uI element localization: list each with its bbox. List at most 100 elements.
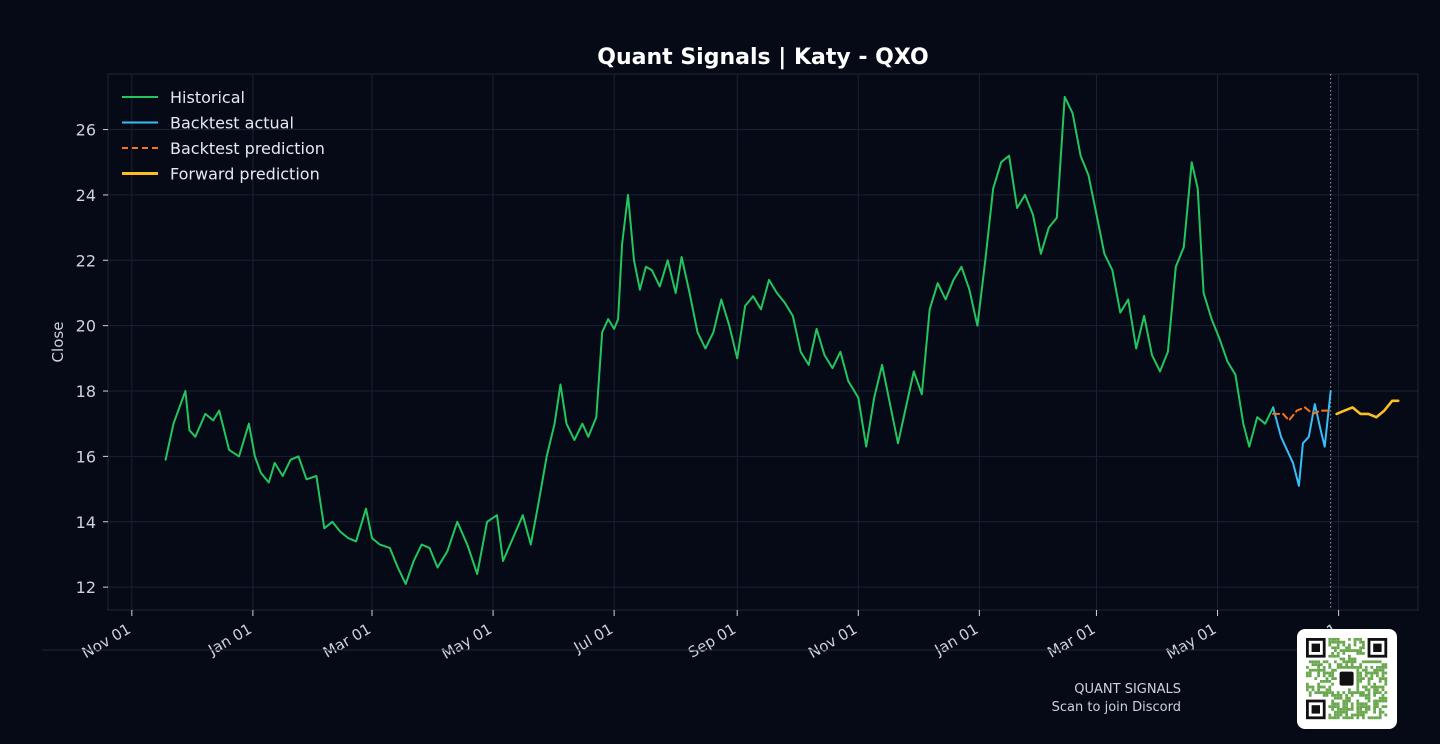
chart-series (164, 95, 1400, 585)
qr-module (1367, 677, 1371, 680)
qr-module (1336, 696, 1340, 700)
qr-module (1353, 660, 1357, 664)
qr-module (1362, 710, 1365, 714)
qr-module (1306, 671, 1309, 675)
qr-module (1384, 699, 1388, 703)
qr-module (1345, 710, 1348, 714)
qr-module (1317, 691, 1320, 694)
qr-module (1342, 705, 1346, 708)
qr-module (1350, 691, 1354, 694)
qr-module (1308, 660, 1312, 664)
qr-module (1376, 685, 1379, 689)
qr-module (1356, 713, 1360, 717)
qr-module (1348, 638, 1351, 641)
qr-module (1334, 702, 1337, 706)
chart-legend: Historical Backtest actual Backtest predic… (122, 88, 325, 184)
qr-module (1339, 666, 1343, 669)
qr-module (1339, 657, 1343, 661)
qr-module (1325, 660, 1329, 664)
qr-module (1331, 702, 1334, 706)
qr-module (1359, 652, 1362, 655)
qr-module (1367, 699, 1371, 703)
qr-module (1308, 674, 1312, 678)
qr-module (1325, 688, 1329, 692)
qr-module (1336, 705, 1340, 708)
qr-module (1328, 705, 1332, 708)
qr-module (1306, 682, 1309, 686)
y-tick-label: 16 (76, 447, 96, 466)
qr-module (1322, 685, 1326, 689)
qr-module (1345, 699, 1348, 703)
qr-module (1373, 660, 1376, 664)
qr-module (1339, 708, 1343, 711)
qr-module (1331, 668, 1334, 672)
qr-module (1345, 702, 1348, 706)
qr-module (1364, 685, 1368, 689)
qr-module (1339, 696, 1343, 700)
qr-module (1342, 691, 1346, 694)
qr-module (1345, 708, 1348, 711)
qr-module (1384, 680, 1388, 683)
qr-module (1370, 685, 1374, 689)
qr-module (1314, 677, 1318, 680)
qr-module (1320, 663, 1323, 666)
x-tick-label: Jan 01 (204, 620, 255, 660)
qr-module (1359, 708, 1362, 711)
qr-module (1356, 682, 1360, 686)
qr-module (1331, 699, 1334, 703)
qr-module (1328, 674, 1332, 678)
qr-module (1353, 713, 1357, 717)
qr-module (1336, 646, 1340, 650)
y-axis: 12 14 16 18 20 22 24 26 (76, 121, 108, 597)
qr-module (1328, 643, 1332, 647)
qr-module (1356, 680, 1360, 683)
qr-module (1362, 694, 1365, 697)
qr-module (1367, 705, 1371, 708)
qr-module (1378, 713, 1382, 717)
qr-module (1334, 660, 1337, 664)
series-forward-prediction (1335, 399, 1400, 419)
qr-module (1308, 668, 1312, 672)
qr-module (1381, 710, 1385, 714)
qr-module (1378, 677, 1382, 680)
qr-module (1384, 696, 1388, 700)
qr-module (1311, 663, 1315, 666)
qr-module (1314, 663, 1318, 666)
qr-module (1384, 682, 1388, 686)
qr-module (1331, 716, 1334, 720)
qr-module (1334, 640, 1337, 644)
qr-module (1328, 680, 1332, 683)
qr-module (1342, 716, 1346, 720)
qr-module (1350, 660, 1354, 664)
qr-module (1350, 705, 1354, 708)
qr-module (1350, 708, 1354, 711)
qr-module (1331, 682, 1334, 686)
qr-module (1356, 685, 1360, 689)
qr-module (1308, 685, 1312, 689)
qr-module (1348, 666, 1351, 669)
qr-module (1356, 702, 1360, 706)
qr-module (1381, 705, 1385, 708)
qr-module (1353, 691, 1357, 694)
qr-module (1342, 649, 1346, 652)
qr-module (1336, 716, 1340, 720)
discord-qr-code-icon[interactable] (1297, 629, 1397, 729)
qr-module (1348, 688, 1351, 692)
qr-module (1320, 668, 1323, 672)
qr-module (1359, 663, 1362, 666)
qr-module (1359, 640, 1362, 644)
chart-title: Quant Signals | Katy - QXO (597, 45, 928, 70)
qr-module (1345, 694, 1348, 697)
qr-module (1356, 666, 1360, 669)
qr-module (1356, 710, 1360, 714)
qr-module (1376, 660, 1379, 664)
legend-label: Historical (170, 88, 245, 107)
qr-module (1336, 638, 1340, 641)
qr-module (1359, 710, 1362, 714)
qr-module (1370, 677, 1374, 680)
qr-module (1373, 699, 1376, 703)
qr-module (1376, 699, 1379, 703)
qr-module (1353, 643, 1357, 647)
qr-module (1334, 654, 1337, 658)
qr-module (1308, 694, 1312, 697)
